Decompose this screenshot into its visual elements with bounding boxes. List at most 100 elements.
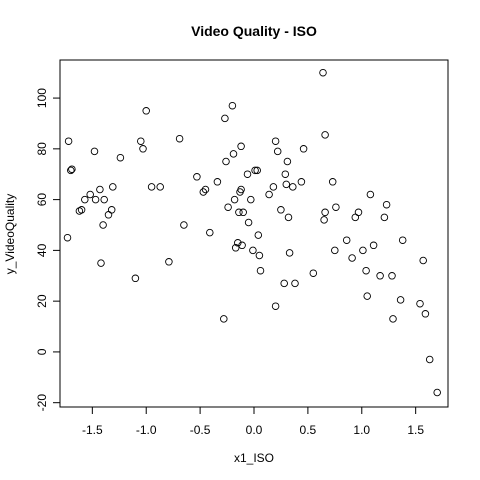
data-point (156, 183, 164, 191)
data-point (107, 206, 116, 214)
data-point (147, 183, 156, 191)
data-point (277, 206, 285, 214)
x-axis-label: x1_ISO (234, 451, 274, 465)
data-point (142, 107, 150, 115)
plot-frame (59, 59, 449, 408)
data-point (342, 236, 351, 244)
data-point (254, 231, 263, 239)
y-tick-label: -20 (35, 394, 49, 412)
data-point (91, 195, 100, 204)
data-point (67, 166, 75, 175)
data-point (193, 173, 201, 181)
data-point (320, 216, 328, 224)
data-point (289, 183, 297, 191)
data-point (237, 185, 245, 194)
data-point (77, 206, 86, 214)
data-point (331, 246, 339, 255)
data-point (97, 259, 105, 267)
data-point (253, 166, 261, 175)
y-tick-label: 20 (35, 294, 49, 308)
data-point (425, 355, 434, 364)
y-tick-label: 40 (35, 243, 49, 257)
y-tick-label: 80 (35, 142, 49, 156)
data-point (228, 101, 237, 110)
data-point (243, 170, 252, 178)
data-point (363, 292, 371, 300)
data-point (281, 170, 290, 178)
data-point (271, 302, 280, 310)
y-axis-label: y_VideoQuality (3, 194, 17, 275)
data-point (309, 269, 318, 277)
data-point (321, 131, 329, 139)
data-point (269, 183, 278, 191)
x-tick-label: 1.0 (353, 423, 370, 437)
data-point (421, 310, 430, 318)
data-point (206, 228, 214, 237)
data-point (256, 266, 265, 275)
data-point (348, 254, 356, 262)
data-point (255, 251, 264, 260)
data-point (231, 244, 240, 252)
data-point (90, 147, 99, 156)
chart-title: Video Quality - ISO (191, 23, 317, 39)
data-point (359, 246, 367, 255)
data-point (354, 208, 363, 217)
data-point (213, 178, 222, 186)
data-point (244, 218, 253, 227)
data-point (297, 178, 306, 186)
x-axis: -1.5 -1.0 -0.5 0.0 0.5 1.0 1.5 (82, 406, 424, 437)
data-point (234, 239, 242, 247)
data-point (235, 208, 243, 217)
data-point (321, 208, 329, 217)
data-point (220, 315, 228, 323)
data-point (199, 188, 208, 196)
data-point (239, 208, 247, 217)
data-point (319, 68, 327, 77)
data-point (86, 190, 94, 199)
data-point (419, 256, 427, 265)
data-point (416, 299, 424, 308)
y-tick-label: 100 (35, 88, 49, 108)
data-point (104, 211, 113, 219)
data-point (201, 185, 210, 194)
data-point (398, 236, 407, 244)
data-point (100, 195, 108, 204)
x-tick-label: -1.0 (136, 423, 157, 437)
x-tick-label: -1.5 (82, 423, 103, 437)
data-point (230, 195, 239, 204)
data-point (283, 157, 292, 166)
data-point (332, 203, 340, 211)
data-point (251, 166, 259, 175)
data-point (63, 233, 72, 242)
data-point (247, 195, 255, 204)
data-point (116, 153, 125, 162)
data-point (224, 203, 232, 211)
data-point (382, 200, 391, 209)
data-point (175, 134, 184, 143)
data-point (238, 241, 246, 250)
x-tick-label: 1.5 (407, 423, 424, 437)
x-tick-label: -0.5 (190, 423, 211, 437)
data-point (180, 221, 188, 229)
data-point (222, 157, 230, 166)
data-point (366, 190, 375, 199)
data-point (299, 145, 308, 153)
data-point (328, 178, 337, 186)
data-point (221, 114, 229, 123)
y-axis: -20 0 20 40 60 80 100 (35, 88, 61, 412)
data-point (433, 388, 441, 397)
data-point (380, 213, 389, 222)
data-point (137, 137, 145, 145)
data-point (99, 221, 107, 229)
data-point (284, 213, 293, 222)
data-point (229, 150, 238, 158)
data-point (109, 183, 117, 191)
data-point (389, 315, 397, 323)
data-point (285, 249, 294, 257)
data-point (362, 266, 370, 275)
data-point (291, 279, 299, 288)
x-tick-label: 0.0 (246, 423, 263, 437)
data-point (376, 272, 384, 280)
data-point (282, 180, 291, 189)
